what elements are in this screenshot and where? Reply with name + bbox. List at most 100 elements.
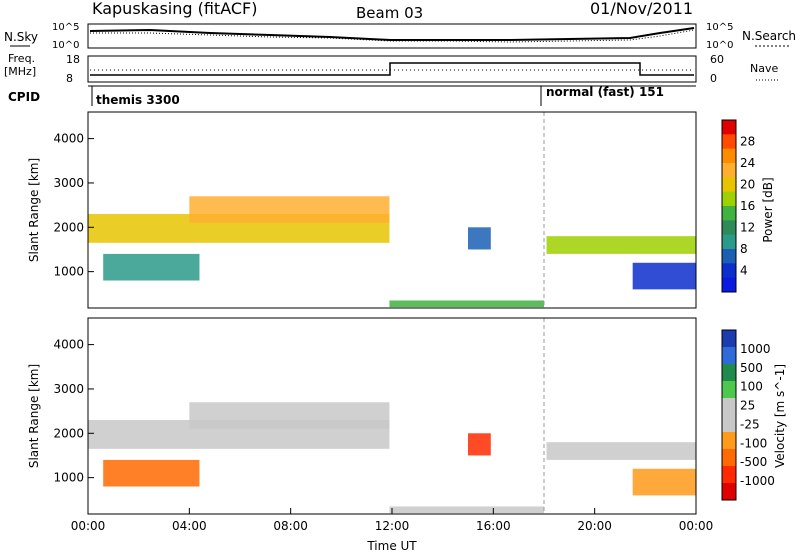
- colorbar-tick-label: 100: [740, 380, 763, 394]
- colorbar-tick-label: -25: [740, 417, 760, 431]
- colorbar-frame: [721, 329, 737, 501]
- colorbar-tick-label: 25: [740, 399, 755, 413]
- colorbar-swatch: [722, 148, 736, 164]
- nave-tick-high: 60: [710, 53, 724, 66]
- velocity-heatmap-panel: [88, 318, 696, 514]
- echo-region: [632, 262, 696, 290]
- beam-title: Beam 03: [356, 4, 423, 22]
- y-tick-label: 4000: [53, 132, 84, 146]
- echo-region: [189, 196, 390, 223]
- colorbar-tick-label: 12: [740, 221, 755, 235]
- colorbar-swatch: [722, 330, 736, 348]
- colorbar-swatch: [722, 191, 736, 207]
- power-colorbar-title: Power [dB]: [761, 177, 775, 242]
- colorbar-swatch: [722, 206, 736, 221]
- power-yaxis: 1000 2000 3000 4000: [53, 132, 94, 279]
- nave-tick-low: 0: [710, 72, 717, 85]
- nsearch-label: N.Search: [742, 29, 796, 43]
- colorbar-tick-label: 24: [740, 156, 755, 170]
- colorbar-tick-label: 4: [740, 264, 748, 278]
- freq-label: Freq.: [8, 52, 35, 65]
- echo-region: [189, 402, 390, 429]
- y-tick-label: 1000: [53, 265, 84, 279]
- x-tick-label: 00:00: [679, 519, 714, 533]
- colorbar-swatch: [722, 234, 736, 250]
- colorbar-swatch: [722, 415, 736, 433]
- colorbar-swatch: [722, 381, 736, 399]
- velocity-colorbar: 1000 500 100 25 -25 -100 -500 -1000: [721, 329, 775, 501]
- x-tick-label: 08:00: [273, 519, 308, 533]
- colorbar-tick-label: -500: [740, 455, 767, 469]
- velocity-colorbar-title: Velocity [m s^-1]: [773, 364, 787, 468]
- velocity-yaxis: 1000 2000 3000 4000: [53, 338, 94, 485]
- colorbar-tick-label: -1000: [740, 474, 775, 488]
- nsky-panel: [87, 23, 697, 49]
- power-colorbar: 28 24 20 16 12 8 4: [721, 119, 755, 293]
- colorbar-swatch: [722, 483, 736, 501]
- echo-region: [468, 433, 491, 456]
- nsky-trace: [89, 27, 695, 41]
- nsky-label: N.Sky: [4, 30, 38, 44]
- freq-panel: [87, 55, 697, 83]
- nsearch-tick-low: 10^0: [706, 40, 733, 51]
- y-tick-label: 4000: [53, 338, 84, 352]
- colorbar-tick-label: 20: [740, 178, 755, 192]
- echo-region: [389, 300, 544, 308]
- freq-trace: [90, 62, 694, 76]
- echo-region: [468, 227, 491, 250]
- y-tick-label: 3000: [53, 382, 84, 396]
- x-tick-label: 12:00: [375, 519, 410, 533]
- colorbar-tick-label: 1000: [740, 342, 771, 356]
- colorbar-tick-label: 500: [740, 361, 763, 375]
- freq-unit: [MHz]: [4, 65, 36, 78]
- time-axis-label: Time UT: [366, 539, 417, 553]
- nsky-tick-low: 10^0: [52, 40, 79, 51]
- x-tick-label: 04:00: [172, 519, 207, 533]
- time-axis: 00:00 04:00 08:00 12:00 16:00 20:00 00:00: [71, 508, 714, 533]
- colorbar-swatch: [722, 177, 736, 193]
- echo-region: [103, 459, 200, 487]
- cpid-segment-2: normal (fast) 151: [546, 85, 664, 99]
- cpid-segment-1: themis 3300: [96, 93, 180, 107]
- colorbar-tick-label: 16: [740, 199, 755, 213]
- y-tick-label: 3000: [53, 176, 84, 190]
- colorbar-swatch: [722, 220, 736, 236]
- colorbar-swatch: [722, 163, 736, 178]
- colorbar-swatch: [722, 449, 736, 467]
- station-title: Kapuskasing (fitACF): [92, 0, 257, 18]
- echo-region: [389, 506, 544, 514]
- power-panel-frame: [87, 111, 697, 309]
- echo-region: [546, 442, 696, 460]
- colorbar-swatch: [722, 249, 736, 264]
- echo-region: [103, 253, 200, 281]
- colorbar-tick-label: -100: [740, 436, 767, 450]
- power-heatmap-panel: [88, 112, 696, 308]
- x-tick-label: 00:00: [71, 519, 106, 533]
- nave-label: Nave: [750, 62, 778, 75]
- colorbar-swatch: [722, 466, 736, 484]
- nsearch-tick-high: 10^5: [706, 22, 733, 33]
- colorbar-swatch: [722, 277, 736, 293]
- colorbar-swatch: [722, 432, 736, 450]
- colorbar-swatch: [722, 120, 736, 135]
- date-title: 01/Nov/2011: [590, 0, 693, 18]
- colorbar-swatch: [722, 364, 736, 382]
- colorbar-swatch: [722, 398, 736, 416]
- freq-tick-high: 18: [66, 53, 80, 66]
- echo-region: [632, 468, 696, 496]
- colorbar-tick-label: 8: [740, 242, 748, 256]
- x-tick-label: 16:00: [476, 519, 511, 533]
- colorbar-swatch: [722, 347, 736, 365]
- colorbar-tick-label: 28: [740, 135, 755, 149]
- colorbar-frame: [721, 119, 737, 293]
- x-tick-label: 20:00: [577, 519, 612, 533]
- y-tick-label: 1000: [53, 471, 84, 485]
- colorbar-swatch: [722, 263, 736, 279]
- freq-tick-low: 8: [66, 72, 73, 85]
- nsky-tick-high: 10^5: [52, 22, 79, 33]
- velocity-ylabel: Slant Range [km]: [27, 364, 41, 468]
- y-tick-label: 2000: [53, 220, 84, 234]
- y-tick-label: 2000: [53, 426, 84, 440]
- colorbar-swatch: [722, 134, 736, 150]
